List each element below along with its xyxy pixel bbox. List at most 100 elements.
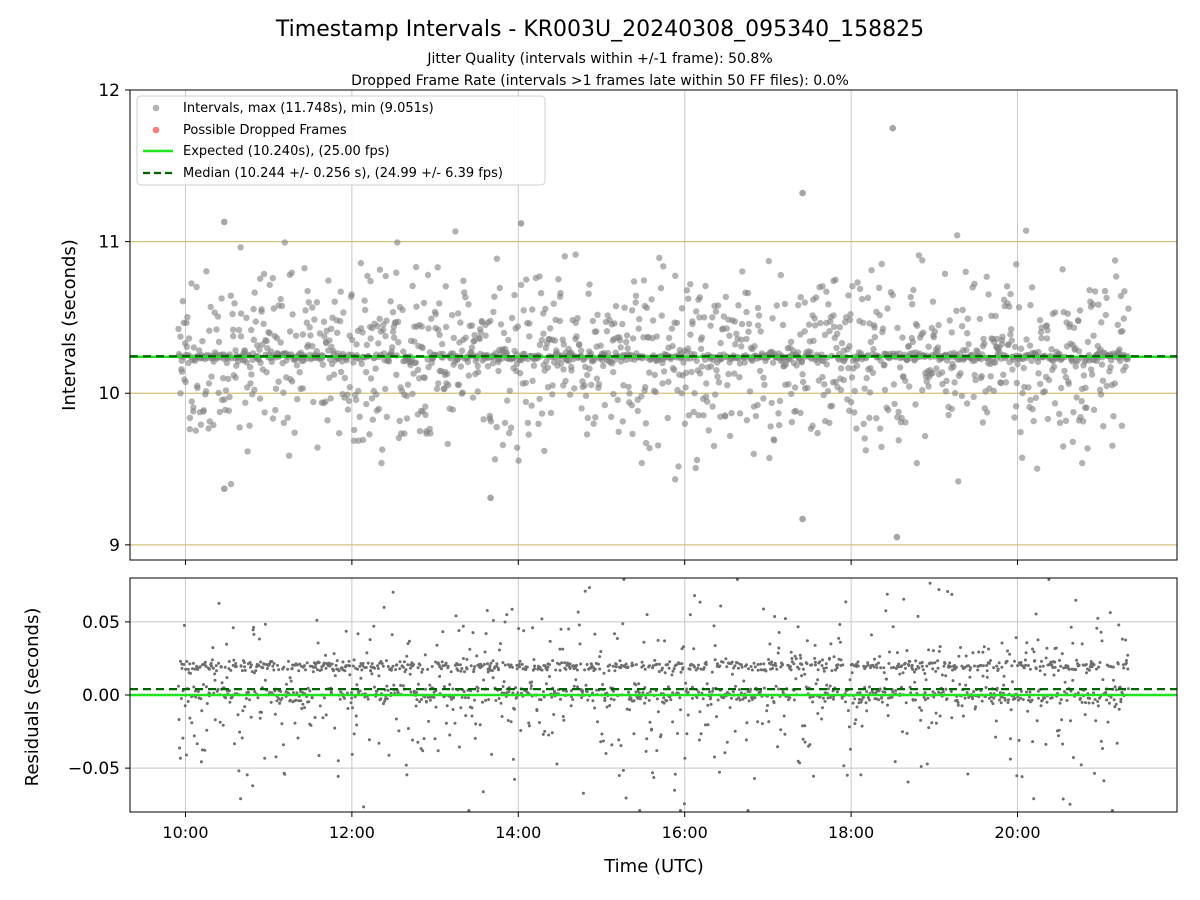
interval-point [801,299,808,306]
residual-point [782,714,786,718]
residual-point [759,662,763,666]
residual-point [453,721,457,725]
residual-point [914,698,917,702]
interval-point [668,325,676,332]
interval-point [930,334,937,341]
residual-point [345,664,349,668]
interval-point [420,299,428,307]
residual-point [836,663,840,667]
residual-point [310,696,314,700]
residual-point [200,709,204,713]
interval-point [414,366,422,373]
figure-subtitle-jitter: Jitter Quality (intervals within +/-1 fr… [426,51,772,67]
residual-point [248,698,251,702]
interval-point [821,381,828,388]
residual-point [395,663,399,667]
residual-point [765,709,769,713]
residual-point [625,707,629,711]
interval-point [226,393,233,401]
interval-point [331,298,338,305]
residual-point [211,666,215,670]
interval-point [1060,443,1067,450]
residual-point [750,668,754,672]
residual-point [663,639,666,643]
residual-point [461,657,465,660]
interval-point [322,398,329,405]
residual-point [733,729,737,733]
interval-point [465,301,472,308]
interval-point [177,390,184,397]
interval-point [218,295,225,302]
residual-point [459,706,463,710]
residual-point [774,684,778,688]
residual-point [870,633,873,637]
interval-point [391,334,398,341]
interval-point [524,419,532,427]
residual-point [1111,665,1115,669]
residual-point [705,682,709,686]
interval-point [589,317,597,325]
residual-point [1077,663,1081,667]
residual-point [1115,688,1118,692]
residual-point [249,663,253,667]
residual-point [875,666,879,670]
residual-point [562,718,566,722]
residual-point [1010,664,1014,668]
residual-point [942,664,946,668]
residual-point [1036,638,1040,642]
residual-point [217,601,221,605]
residual-point [1099,739,1103,743]
residual-point [1089,660,1093,663]
residual-point [332,669,335,673]
interval-point [454,310,462,317]
interval-point [1048,346,1055,353]
residual-point [968,675,972,679]
residual-point [958,682,962,686]
residual-point [345,691,349,695]
residual-point [196,690,200,693]
residual-point [968,668,972,672]
interval-point [307,332,314,339]
interval-point [993,335,1000,343]
residual-point [599,650,603,653]
residual-point [1034,612,1038,616]
residual-point [676,732,679,735]
legend-label-intervals: Intervals, max (11.748s), min (9.051s) [183,101,434,116]
residual-point [436,749,440,753]
residual-point [973,664,976,668]
interval-point [735,302,742,309]
residual-point [621,768,625,772]
residual-point [1059,664,1063,668]
residual-point [668,660,672,664]
interval-point [178,368,186,375]
residual-point [553,689,556,693]
residual-point [1122,666,1126,670]
interval-point [853,362,861,369]
residual-point [515,663,519,667]
residual-point [412,689,416,693]
interval-point [382,272,389,280]
residual-point [571,698,575,701]
residual-point [392,683,396,687]
residual-point [1008,757,1012,761]
interval-point [537,290,545,297]
residual-point [886,714,890,718]
residual-point [181,736,185,740]
interval-point [216,408,223,416]
residual-point [276,663,279,667]
residual-point [239,797,243,801]
interval-point [389,309,397,316]
residual-point [311,670,315,674]
interval-point [951,379,958,386]
interval-point [536,395,543,403]
residual-point [989,659,992,662]
residual-point [476,689,480,693]
interval-point [824,387,832,395]
residual-point [190,721,194,725]
interval-point [229,310,236,318]
residual-point [617,738,621,742]
interval-point [905,342,913,350]
interval-point [1027,396,1034,404]
residual-point [856,691,860,695]
residual-point [460,667,464,670]
